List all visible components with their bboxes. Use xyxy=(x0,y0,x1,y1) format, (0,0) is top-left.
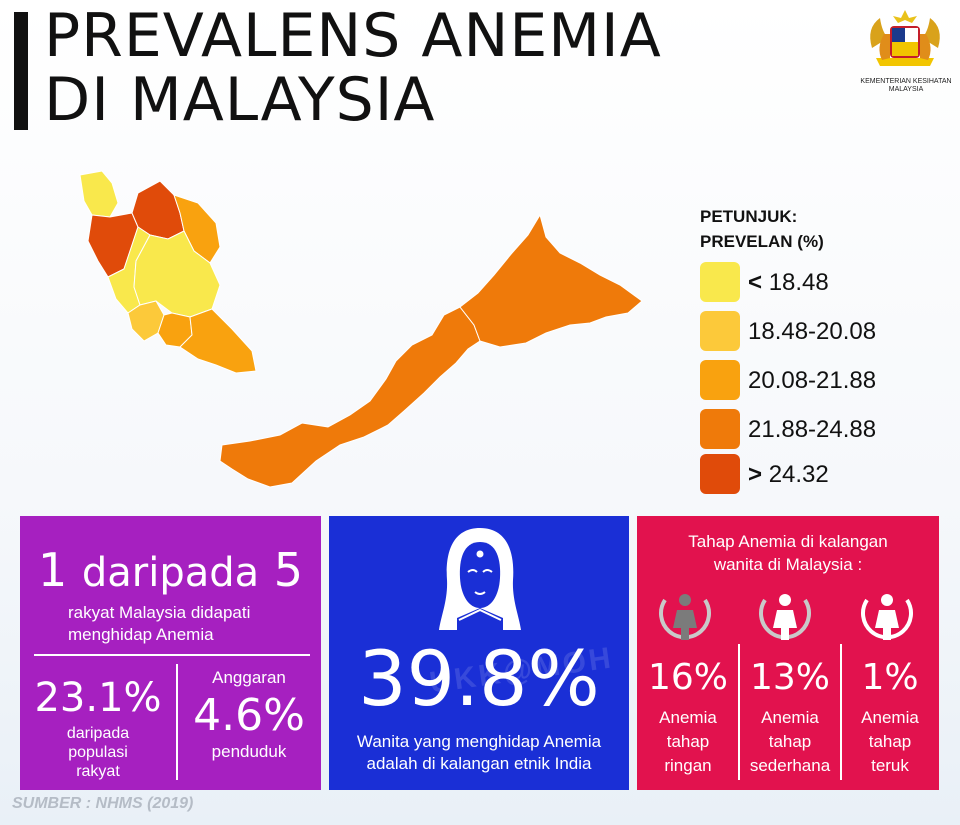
subtitle: rakyat Malaysia didapati menghidap Anemi… xyxy=(68,602,250,646)
stat1-label-line-2: populasi xyxy=(68,744,128,761)
level-label-line-2: tahap xyxy=(666,732,710,751)
ethnic-value: 39.8% xyxy=(358,634,600,723)
divider-vertical xyxy=(738,644,740,780)
region-johor xyxy=(179,308,257,374)
stat2-prefix: Anggaran xyxy=(212,668,286,687)
ethnic-caption-line-1: Wanita yang menghidap Anemia xyxy=(356,732,602,751)
level-label-line-1: Anemia xyxy=(659,708,717,727)
level-moderate-value: 13% xyxy=(749,657,830,698)
population-panel: 1 daripada 5 rakyat Malaysia didapati me… xyxy=(20,516,321,790)
legend-item: 20.08-21.88 xyxy=(700,360,940,400)
stat2-value: 4.6% xyxy=(193,690,305,741)
stat1-value: 23.1% xyxy=(34,675,162,721)
level-mild-value: 16% xyxy=(647,657,728,698)
agency-name: KEMENTERIAN KESIHATAN MALAYSIA xyxy=(860,78,952,93)
level-label-line-3: ringan xyxy=(664,756,712,775)
legend-swatch xyxy=(700,454,740,494)
divider-vertical xyxy=(840,644,842,780)
ethnic-caption-line-2: adalah di kalangan etnik India xyxy=(366,754,592,773)
legend-item: < 18.48 xyxy=(700,262,940,302)
headline: 1 daripada 5 xyxy=(20,544,321,599)
level-label-line-1: Anemia xyxy=(861,708,919,727)
legend-label: 18.48 xyxy=(768,269,829,296)
level-label-line-2: tahap xyxy=(768,732,812,751)
legend-item: 18.48-20.08 xyxy=(700,311,940,351)
level-severe-value: 1% xyxy=(861,657,919,698)
page-title: PREVALENS ANEMIA DI MALAYSIA xyxy=(44,4,662,132)
level-label-line-2: tahap xyxy=(868,732,912,751)
malaysia-prevalence-map xyxy=(79,170,643,488)
woman-severe-icon xyxy=(861,594,913,640)
region-sarawak xyxy=(219,306,481,488)
legend-symbol: > xyxy=(748,461,763,488)
source-note: SUMBER : NHMS (2019) xyxy=(12,795,194,812)
legend-item: > 24.32 xyxy=(700,454,940,494)
level-label-line-3: sederhana xyxy=(749,756,831,775)
legend-label: 21.88-24.88 xyxy=(748,416,877,443)
title-line-2: DI MALAYSIA xyxy=(44,65,436,135)
level-label-line-3: teruk xyxy=(871,756,909,775)
stat1-label: daripada populasi rakyat xyxy=(24,724,172,781)
legend-title-line-2: PREVELAN (%) xyxy=(700,232,824,251)
legend-swatch xyxy=(700,409,740,449)
levels-title-line-2: wanita di Malaysia : xyxy=(713,555,863,574)
level-severe-label: Anemia tahap teruk xyxy=(843,706,937,778)
anemia-levels-panel: Tahap Anemia di kalangan wanita di Malay… xyxy=(637,516,939,790)
level-label-line-1: Anemia xyxy=(761,708,819,727)
legend-item: 21.88-24.88 xyxy=(700,409,940,449)
legend-label: 20.08-21.88 xyxy=(748,367,877,394)
subtitle-line-2: menghidap Anemia xyxy=(68,625,214,644)
level-mild-label: Anemia tahap ringan xyxy=(639,706,737,778)
legend-swatch xyxy=(700,262,740,302)
legend-swatch xyxy=(700,360,740,400)
indian-woman-icon xyxy=(439,528,521,630)
headline-num-2: 5 xyxy=(273,543,304,597)
region-sabah xyxy=(459,213,643,348)
legend-swatch xyxy=(700,311,740,351)
subtitle-line-1: rakyat Malaysia didapati xyxy=(68,603,251,622)
legend-symbol: < xyxy=(748,269,763,296)
woman-mild-icon xyxy=(659,594,711,640)
level-moderate-label: Anemia tahap sederhana xyxy=(735,706,845,778)
malaysia-crest-logo xyxy=(870,10,940,66)
divider-horizontal xyxy=(34,654,310,656)
stat1-label-line-1: daripada xyxy=(66,725,130,742)
divider-vertical xyxy=(176,664,178,780)
headline-word: daripada xyxy=(81,550,260,596)
stat1-label-line-3: rakyat xyxy=(76,763,120,780)
headline-num-1: 1 xyxy=(37,543,68,597)
title-line-1: PREVALENS ANEMIA xyxy=(44,1,662,71)
ethnic-caption: Wanita yang menghidap Anemia adalah di k… xyxy=(329,731,629,775)
legend-title: PETUNJUK: PREVELAN (%) xyxy=(700,204,824,254)
legend-label: 24.32 xyxy=(768,461,829,488)
levels-title-line-1: Tahap Anemia di kalangan xyxy=(688,532,888,551)
legend-label: 18.48-20.08 xyxy=(748,318,877,345)
title-accent-bar xyxy=(14,12,28,130)
ethnic-panel: UKK@MOH 39.8% Wanita yang menghidap Anem… xyxy=(329,516,629,790)
stat2-label: penduduk xyxy=(211,742,287,761)
woman-moderate-icon xyxy=(759,594,811,640)
region-perlis-kedah-north xyxy=(79,170,119,218)
legend-title-line-1: PETUNJUK: xyxy=(700,207,798,226)
levels-title: Tahap Anemia di kalangan wanita di Malay… xyxy=(637,530,939,576)
